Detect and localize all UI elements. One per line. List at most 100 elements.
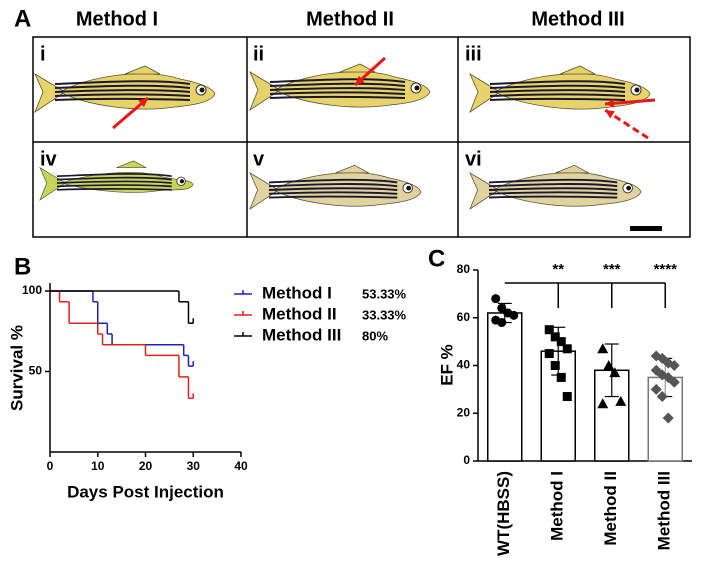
fish-stripe (269, 82, 406, 87)
data-point (509, 310, 519, 320)
cell-label: v (253, 148, 265, 170)
fish-stripe (54, 84, 191, 89)
data-point (491, 294, 501, 304)
data-point (562, 344, 572, 354)
y-tick-label: 80 (457, 262, 471, 276)
fish-tail (34, 73, 66, 114)
fish-stripe (269, 91, 406, 95)
fish-fin (116, 160, 147, 169)
data-point (544, 349, 554, 359)
arrow-head (355, 75, 365, 85)
y-tick-label: 60 (457, 310, 471, 324)
fish-tail (249, 71, 281, 112)
arrow-head (605, 98, 615, 108)
legend-label: Method II (262, 304, 337, 323)
fish-stripe (489, 80, 626, 85)
fish-stripe (269, 78, 406, 83)
panel-label: C (428, 245, 445, 272)
x-tick-label: Method I (548, 471, 567, 541)
fish-stripe (54, 93, 191, 97)
significance-label: **** (654, 261, 678, 278)
significance-label: *** (603, 261, 621, 278)
legend-value: 53.33% (362, 286, 407, 301)
data-point (597, 398, 609, 409)
fish-pupil (626, 185, 632, 191)
data-point (656, 391, 668, 403)
y-tick-label: 100 (22, 283, 42, 297)
arrow-head (138, 98, 148, 108)
cell-label: i (40, 43, 46, 65)
fish-stripe (56, 180, 172, 184)
fish-stripe (56, 184, 172, 188)
data-point (603, 360, 615, 370)
x-tick-label: WT(HBSS) (494, 471, 513, 556)
data-point (597, 343, 609, 354)
legend-value: 80% (362, 328, 388, 343)
data-point (550, 332, 560, 342)
fish-body (60, 172, 194, 193)
data-point (650, 383, 662, 395)
cell-label: ii (253, 43, 264, 65)
fish-stripe (56, 176, 172, 181)
fish-image (249, 164, 422, 210)
column-title: Method II (306, 8, 394, 30)
data-point (609, 367, 621, 378)
x-tick-label: 40 (234, 459, 248, 473)
fish-image (249, 63, 431, 112)
fish-stripe (54, 97, 191, 101)
fish-stripe (488, 178, 618, 184)
x-axis-label: Days Post Injection (67, 482, 224, 501)
fish-stripe (488, 187, 618, 191)
data-point (556, 372, 566, 382)
fish-stripe (489, 89, 626, 93)
fish-pupil (199, 87, 205, 93)
legend-label: Method I (262, 283, 332, 302)
fish-pupil (414, 85, 420, 91)
data-point (615, 395, 627, 406)
fish-stripe (56, 187, 172, 191)
x-tick-label: 20 (139, 459, 153, 473)
fish-stripe (488, 195, 618, 199)
x-tick-label: 0 (47, 459, 54, 473)
panel-label: A (14, 5, 31, 32)
cell-label: iv (40, 148, 58, 170)
fish-fin (339, 63, 376, 73)
fish-stripe (488, 191, 618, 195)
fish-stripe (56, 173, 172, 178)
x-tick-label: Method III (655, 471, 674, 550)
data-point (544, 325, 554, 335)
data-point (562, 392, 572, 402)
y-tick-label: 40 (457, 358, 471, 372)
data-point (668, 376, 680, 388)
scale-bar (630, 226, 662, 231)
fish-fin (559, 65, 596, 75)
fish-stripe (488, 183, 618, 188)
y-tick-label: 20 (457, 405, 471, 419)
fish-tail (469, 73, 501, 114)
x-tick-label: Method II (601, 471, 620, 546)
bar (487, 312, 523, 462)
fish-tail (249, 171, 280, 210)
fish-stripe (269, 95, 406, 99)
panel-label: B (14, 253, 31, 280)
fish-stripe (54, 89, 191, 93)
fish-stripe (489, 97, 626, 101)
y-axis-label: Survival % (7, 325, 26, 411)
fish-pupil (179, 179, 185, 184)
data-point (556, 337, 566, 347)
fish-pupil (634, 87, 640, 93)
significance-label: ** (552, 261, 564, 278)
x-tick-label: 10 (91, 459, 105, 473)
fish-image (39, 160, 194, 201)
data-point (550, 361, 560, 370)
data-point (497, 318, 507, 328)
fish-stripe (268, 178, 398, 184)
fish-stripe (268, 183, 398, 188)
fish-stripe (489, 84, 626, 89)
column-title: Method I (76, 8, 158, 30)
fish-stripe (268, 191, 398, 195)
fish-image (469, 164, 642, 210)
cell-label: vi (465, 148, 482, 170)
fish-stripe (269, 87, 406, 91)
